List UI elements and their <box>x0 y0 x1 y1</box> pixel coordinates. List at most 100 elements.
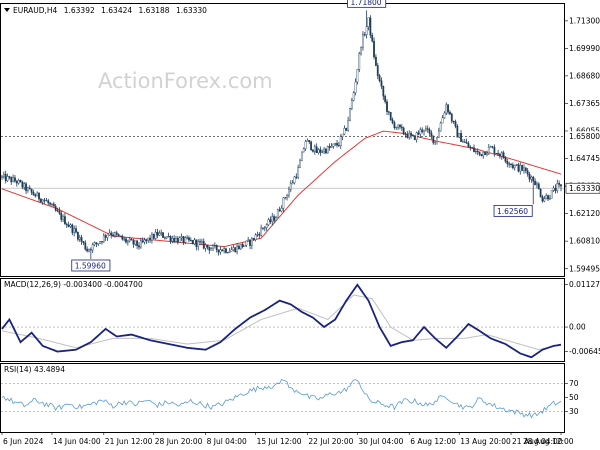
candle-body <box>312 149 314 152</box>
candle-body <box>362 34 364 48</box>
candle-body <box>349 108 351 121</box>
candle-body <box>119 235 122 237</box>
candle-body <box>173 238 176 242</box>
candle-body <box>236 245 238 253</box>
candle-body <box>504 157 507 162</box>
candle-body <box>241 243 244 247</box>
candle-body <box>101 241 103 243</box>
candle-body <box>106 234 109 238</box>
candle-body <box>228 251 231 253</box>
candle-body <box>126 240 129 243</box>
candle-body <box>489 146 492 148</box>
extreme-price-text: 1.59960 <box>75 261 106 270</box>
price-panel-frame <box>0 3 565 277</box>
candle-body <box>476 151 479 153</box>
candle-body <box>223 248 226 252</box>
candle-body <box>43 199 46 201</box>
candle-body <box>213 245 216 247</box>
candle-body <box>250 238 253 246</box>
candle-body <box>89 249 92 251</box>
candle-body <box>493 147 496 154</box>
candle-body <box>467 143 470 148</box>
candle-body <box>191 240 194 245</box>
candle-body <box>151 233 153 241</box>
candle-body <box>226 252 229 254</box>
candle-body <box>384 96 387 102</box>
macd-axis-tick-label: -0.006453 <box>569 347 600 356</box>
candle-body <box>502 152 505 158</box>
candle-body <box>423 129 425 132</box>
candle-body <box>352 92 355 101</box>
candle-body <box>245 240 248 246</box>
candle-body <box>432 135 435 144</box>
candle-body <box>102 235 105 242</box>
close-value: 1.63330 <box>176 6 207 15</box>
candle-body <box>382 86 385 97</box>
candle-body <box>1 175 3 178</box>
candle-body <box>458 133 461 138</box>
candle-body <box>543 198 546 202</box>
candle-body <box>421 129 424 132</box>
time-axis-tick-label: 28 Jun 20:00 <box>155 437 203 446</box>
candle-body <box>399 124 401 128</box>
candle-body <box>38 192 40 200</box>
candle-body <box>45 200 48 202</box>
candle-body <box>158 232 161 236</box>
candle-body <box>473 147 475 152</box>
candle-body <box>139 240 142 248</box>
candle-body <box>19 180 22 183</box>
candle-body <box>39 198 42 203</box>
candle-body <box>428 129 431 134</box>
candle-body <box>539 188 542 198</box>
rsi-panel-frame <box>0 363 565 433</box>
candle-body <box>460 133 462 142</box>
price-axis-tick-label: 1.59495 <box>569 264 600 273</box>
price-header: EURAUD,H4 1.63392 1.63424 1.63188 1.6333… <box>4 6 207 15</box>
price-extreme-label-0: 1.71800 <box>347 0 387 8</box>
candle-body <box>347 119 350 131</box>
candle-body <box>217 249 220 253</box>
candle-body <box>247 239 250 242</box>
candle-body <box>175 238 177 242</box>
candle-body <box>234 247 237 253</box>
candle-body <box>180 236 183 239</box>
candle-body <box>558 183 561 185</box>
axis-level-tag-1: 1.63330 <box>565 182 600 194</box>
time-axis-tick-label: 6 Aug 12:00 <box>410 437 456 446</box>
rsi-axis-tick-label: 70 <box>569 379 579 388</box>
candle-body <box>469 146 472 148</box>
candle-body <box>506 161 509 165</box>
candle-body <box>443 112 446 119</box>
axis-level-tag-0: 1.65800 <box>566 131 600 142</box>
macd-axis-tick-label: 0.00 <box>569 323 586 332</box>
candle-body <box>108 232 111 236</box>
candle-body <box>165 236 168 239</box>
rsi-title: RSI(14) 43.4894 <box>4 365 65 374</box>
candle-body <box>132 239 135 245</box>
candle-body <box>280 208 283 212</box>
candle-body <box>254 234 257 240</box>
candle-body <box>136 240 139 246</box>
candle-body <box>30 188 33 193</box>
watermark: ActionForex.com <box>98 69 273 93</box>
candle-body <box>75 228 77 233</box>
candle-body <box>323 148 325 153</box>
candle-body <box>310 141 313 151</box>
candle-body <box>486 152 488 155</box>
candle-body <box>212 245 214 249</box>
candle-body <box>499 154 501 157</box>
candle-body <box>86 248 89 252</box>
candle-body <box>358 53 361 70</box>
candle-body <box>356 69 359 83</box>
candle-body <box>34 194 37 197</box>
candle-body <box>495 153 498 155</box>
candle-body <box>302 148 305 153</box>
candle-body <box>121 236 124 240</box>
extreme-price-text: 1.62560 <box>497 207 528 216</box>
price-axis-tick-label: 1.64745 <box>569 154 600 163</box>
candle-body <box>367 17 370 27</box>
rsi-axis-tick-label: 30 <box>569 407 579 416</box>
candle-body <box>330 146 333 148</box>
candle-body <box>328 146 331 148</box>
